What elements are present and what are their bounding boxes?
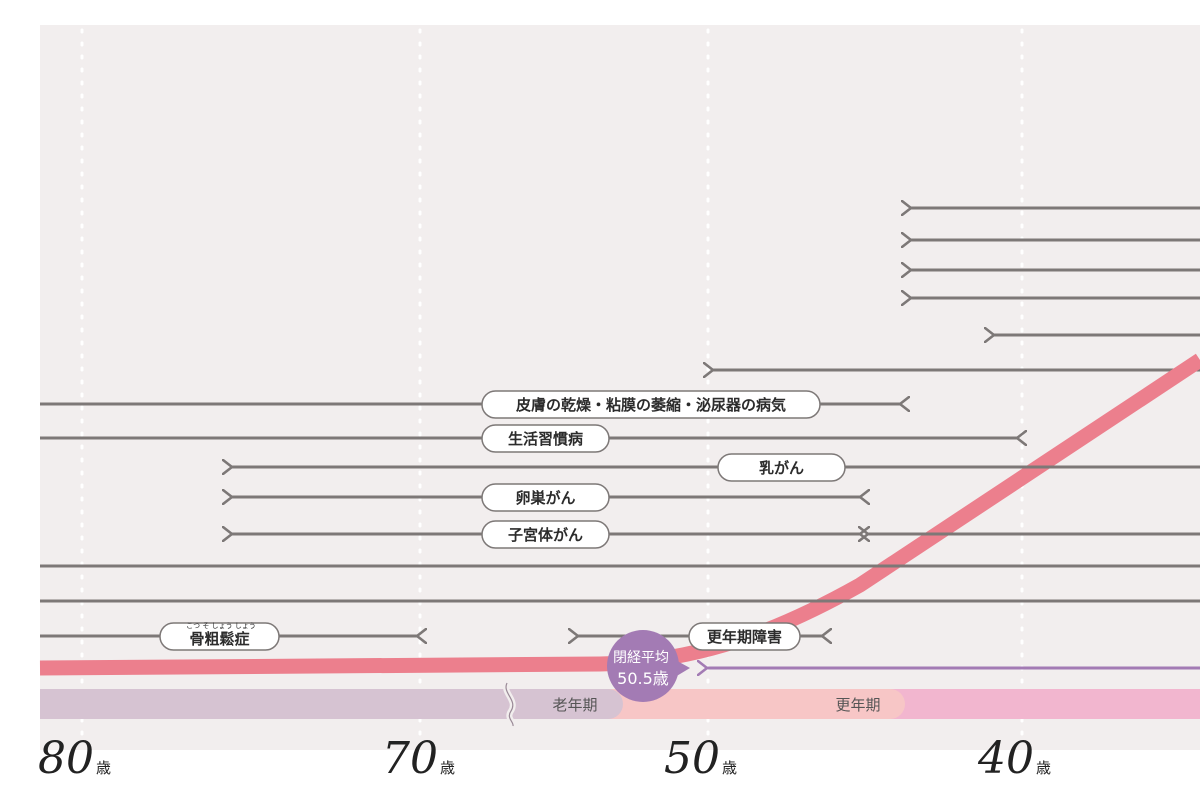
label-ovarian-cancer: 卵巣がん (481, 483, 610, 512)
phase-old-label: 老年期 (552, 696, 597, 714)
label-uterine-cancer: 子宮体がん (481, 520, 610, 549)
label-breast-cancer: 乳がん (717, 453, 846, 482)
label-uterine-cancer-text: 子宮体がん (508, 526, 583, 544)
label-lifestyle-disease-text: 生活習慣病 (508, 430, 583, 448)
estrogen-curve (39, 353, 1200, 676)
label-ovarian-cancer-text: 卵巣がん (515, 489, 575, 507)
label-skin-dryness: 皮膚の乾燥・粘膜の萎縮・泌尿器の病気 (481, 390, 821, 419)
label-osteoporosis: こつ そ しょう しょう 骨粗鬆症 (159, 622, 280, 651)
label-menopause-symptoms: 更年期障害 (688, 622, 801, 651)
age-label-50: 50 歳 (664, 733, 737, 784)
label-menopause-symptoms-text: 更年期障害 (707, 628, 782, 646)
phase-bar: 老年期 更年期 (40, 681, 1200, 727)
offscreen-arrows (713, 208, 1200, 370)
phase-menopause-segment (600, 689, 905, 719)
label-osteoporosis-text: 骨粗鬆症 (189, 630, 249, 648)
phase-menopause-label: 更年期 (835, 696, 880, 714)
label-skin-dryness-text: 皮膚の乾燥・粘膜の萎縮・泌尿器の病気 (516, 396, 786, 414)
label-breast-cancer-text: 乳がん (759, 459, 804, 477)
phase-young-segment (870, 689, 1200, 719)
phase-old-segment (40, 689, 623, 719)
menopause-average-bubble: 閉経平均 50.5歳 (607, 630, 690, 702)
label-osteoporosis-ruby: こつ そ しょう しょう (186, 622, 256, 630)
age-label-40: 40 歳 (977, 733, 1051, 784)
menopause-average-age: 50.5歳 (617, 669, 669, 688)
age-gridlines (80, 28, 1024, 742)
age-label-80: 80 歳 (38, 733, 111, 784)
age-axis: 80 歳 70 歳 50 歳 40 歳 (38, 733, 1051, 784)
label-lifestyle-disease: 生活習慣病 (481, 424, 610, 453)
age-label-70: 70 歳 (382, 733, 455, 784)
menopause-average-label: 閉経平均 (613, 650, 669, 666)
